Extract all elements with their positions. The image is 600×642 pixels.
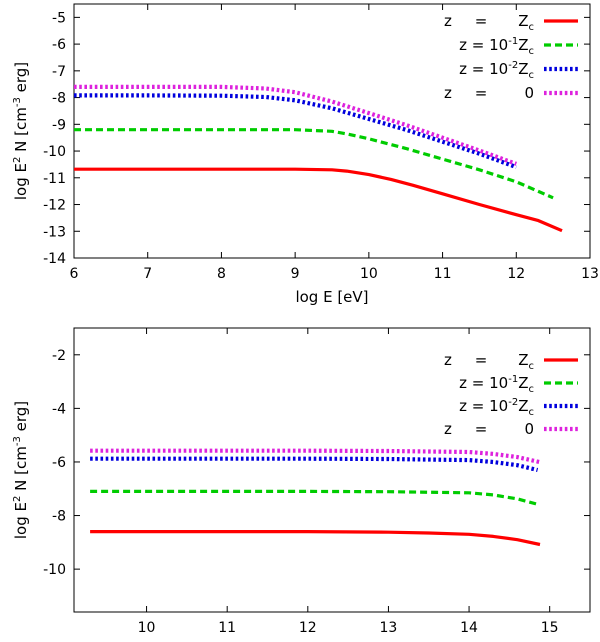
- y-tick-label: -5: [52, 10, 66, 26]
- legend-value-3: 0: [524, 84, 534, 102]
- x-tick-label: 9: [291, 266, 300, 282]
- legend-label-0: z: [444, 12, 452, 30]
- series-line-0: [90, 529, 541, 547]
- x-tick-label: 13: [380, 620, 398, 636]
- y-tick-label: -14: [43, 251, 66, 267]
- legend-label-1: z = 10-1Zc: [459, 36, 534, 57]
- x-axis-label: log E [eV]: [295, 288, 368, 306]
- y-tick-label: -12: [43, 198, 66, 214]
- legend-label-2: z = 10-2Zc: [459, 60, 534, 81]
- y-tick-label: -2: [52, 348, 66, 364]
- legend-value-0: Zc: [518, 351, 534, 372]
- x-tick-label: 13: [581, 266, 599, 282]
- y-tick-label: -8: [52, 509, 66, 525]
- x-tick-label: 12: [507, 266, 525, 282]
- y-tick-label: -10: [43, 562, 66, 578]
- y-tick-label: -6: [52, 37, 66, 53]
- y-tick-label: -13: [43, 224, 66, 240]
- x-tick-label: 11: [434, 266, 452, 282]
- y-tick-label: -8: [52, 91, 66, 107]
- x-tick-label: 14: [460, 620, 478, 636]
- series-line-1: [90, 489, 539, 506]
- x-tick-label: 10: [138, 620, 156, 636]
- legend-label-3: z: [444, 420, 452, 438]
- y-tick-label: -7: [52, 64, 66, 80]
- y-tick-label: -4: [52, 401, 66, 417]
- legend-label-2: z = 10-2Zc: [459, 397, 534, 418]
- series-line-1: [74, 128, 554, 200]
- series-line-2: [90, 456, 539, 473]
- series-line-3: [90, 448, 543, 465]
- x-tick-label: 12: [299, 620, 317, 636]
- legend-label-1: z = 10-1Zc: [459, 374, 534, 395]
- legend-eq-0: =: [475, 351, 488, 369]
- x-tick-label: 8: [217, 266, 226, 282]
- y-tick-label: -11: [43, 171, 66, 187]
- legend-value-3: 0: [524, 420, 534, 438]
- x-tick-label: 7: [143, 266, 152, 282]
- legend-label-0: z: [444, 351, 452, 369]
- top-panel: 6 7 8 9 10 11 12 13 -14 -13 -12 -11 -10 -9 -8 -7 -6 -5 log…: [12, 3, 599, 306]
- legend-eq-3: =: [475, 420, 488, 438]
- y-axis-label: log E2 N [cm-3 erg]: [12, 62, 30, 200]
- legend-eq-0: =: [475, 12, 488, 30]
- x-tick-label: 10: [360, 266, 378, 282]
- legend-label-3: z: [444, 84, 452, 102]
- x-tick-label: 15: [541, 620, 559, 636]
- y-tick-label: -9: [52, 117, 66, 133]
- x-tick-label: 6: [70, 266, 79, 282]
- x-tick-label: 11: [218, 620, 236, 636]
- series-line-0: [74, 167, 563, 233]
- y-axis-label: log E2 N [cm-3 erg]: [12, 401, 30, 539]
- plot-frame: [73, 327, 591, 613]
- y-tick-label: -6: [52, 455, 66, 471]
- y-tick-label: -10: [43, 144, 66, 160]
- legend-eq-3: =: [475, 84, 488, 102]
- legend-value-0: Zc: [518, 12, 534, 33]
